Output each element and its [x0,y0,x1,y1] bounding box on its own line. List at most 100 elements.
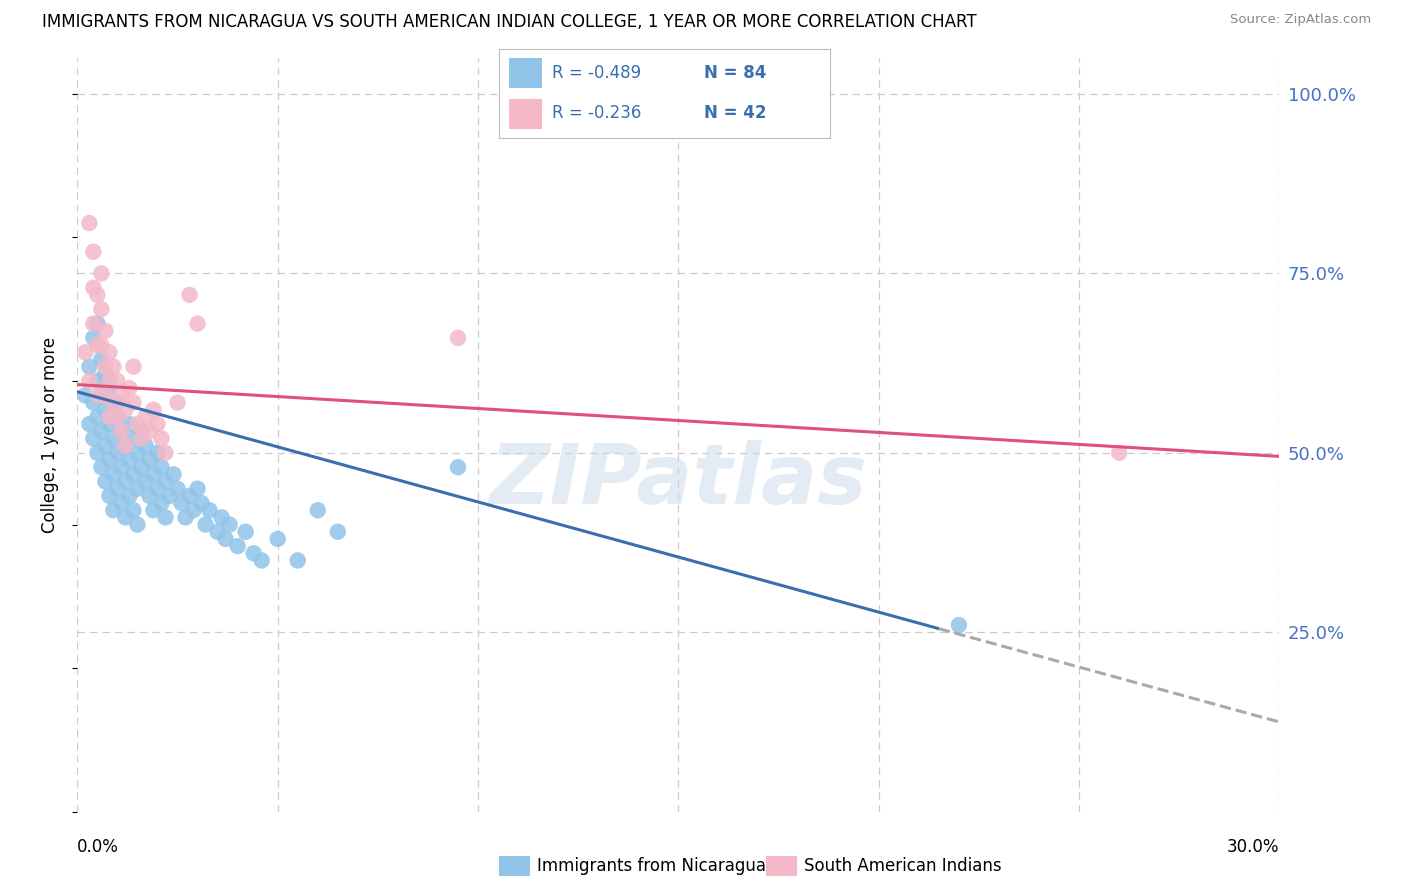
Point [242,546,264,560]
Point [214,532,236,546]
Point [211,510,233,524]
Point [82,395,104,409]
Point [166,482,188,496]
Point [127,446,149,460]
Point [103,503,125,517]
Text: ZIPatlas: ZIPatlas [489,440,868,521]
Point [86,409,108,424]
Point [134,409,156,424]
Point [326,524,349,539]
Point [82,244,104,259]
Point [110,388,132,402]
Point [114,439,136,453]
Point [94,359,117,374]
Point [146,446,169,460]
Point [90,266,112,280]
Point [82,281,104,295]
Point [75,345,97,359]
Point [447,331,470,345]
Point [150,496,173,510]
Text: R = -0.236: R = -0.236 [553,104,641,122]
Point [207,524,229,539]
Point [94,439,117,453]
Point [79,359,101,374]
Point [170,496,193,510]
Point [98,381,121,395]
Point [94,475,117,489]
Y-axis label: College, 1 year or more: College, 1 year or more [41,337,59,533]
Point [190,496,212,510]
Point [146,482,169,496]
Point [90,352,112,367]
Point [107,446,129,460]
Point [250,553,273,567]
Point [122,467,145,482]
Point [162,467,184,482]
Text: Immigrants from Nicaragua: Immigrants from Nicaragua [537,857,766,875]
Point [187,482,209,496]
Point [86,374,108,388]
Point [235,524,257,539]
Point [82,317,104,331]
Point [79,216,101,230]
Point [98,417,121,431]
Text: N = 84: N = 84 [704,64,766,82]
Point [142,467,165,482]
Point [122,503,145,517]
Point [103,395,125,409]
Point [118,489,141,503]
Point [90,338,112,352]
Point [198,503,221,517]
Point [114,439,136,453]
Point [94,402,117,417]
Point [110,496,132,510]
Point [226,539,249,553]
Point [159,489,181,503]
Point [103,467,125,482]
Point [267,532,290,546]
Text: 30.0%: 30.0% [1227,838,1279,856]
Point [174,510,197,524]
Point [218,517,240,532]
Point [114,510,136,524]
Point [150,432,173,446]
Point [103,432,125,446]
Bar [509,99,543,129]
Point [134,439,156,453]
Point [110,460,132,475]
Point [86,338,108,352]
Point [94,388,117,402]
Point [194,517,217,532]
Point [114,402,136,417]
Point [118,453,141,467]
Point [82,331,104,345]
Point [179,489,201,503]
Point [122,359,145,374]
Point [142,402,165,417]
Point [75,388,97,402]
Point [179,288,201,302]
Point [948,618,970,632]
Point [103,395,125,409]
Text: 0.0%: 0.0% [77,838,120,856]
Point [447,460,470,475]
Point [127,482,149,496]
Point [98,345,121,359]
Point [110,424,132,438]
Point [82,432,104,446]
Point [79,374,101,388]
Point [90,302,112,317]
Point [155,475,177,489]
Point [127,517,149,532]
Point [138,453,160,467]
Point [1108,446,1130,460]
Point [86,317,108,331]
Point [146,417,169,431]
Point [134,475,156,489]
Text: Source: ZipAtlas.com: Source: ZipAtlas.com [1230,13,1371,27]
Point [150,460,173,475]
Point [118,417,141,431]
Point [155,446,177,460]
Point [107,409,129,424]
Point [142,503,165,517]
